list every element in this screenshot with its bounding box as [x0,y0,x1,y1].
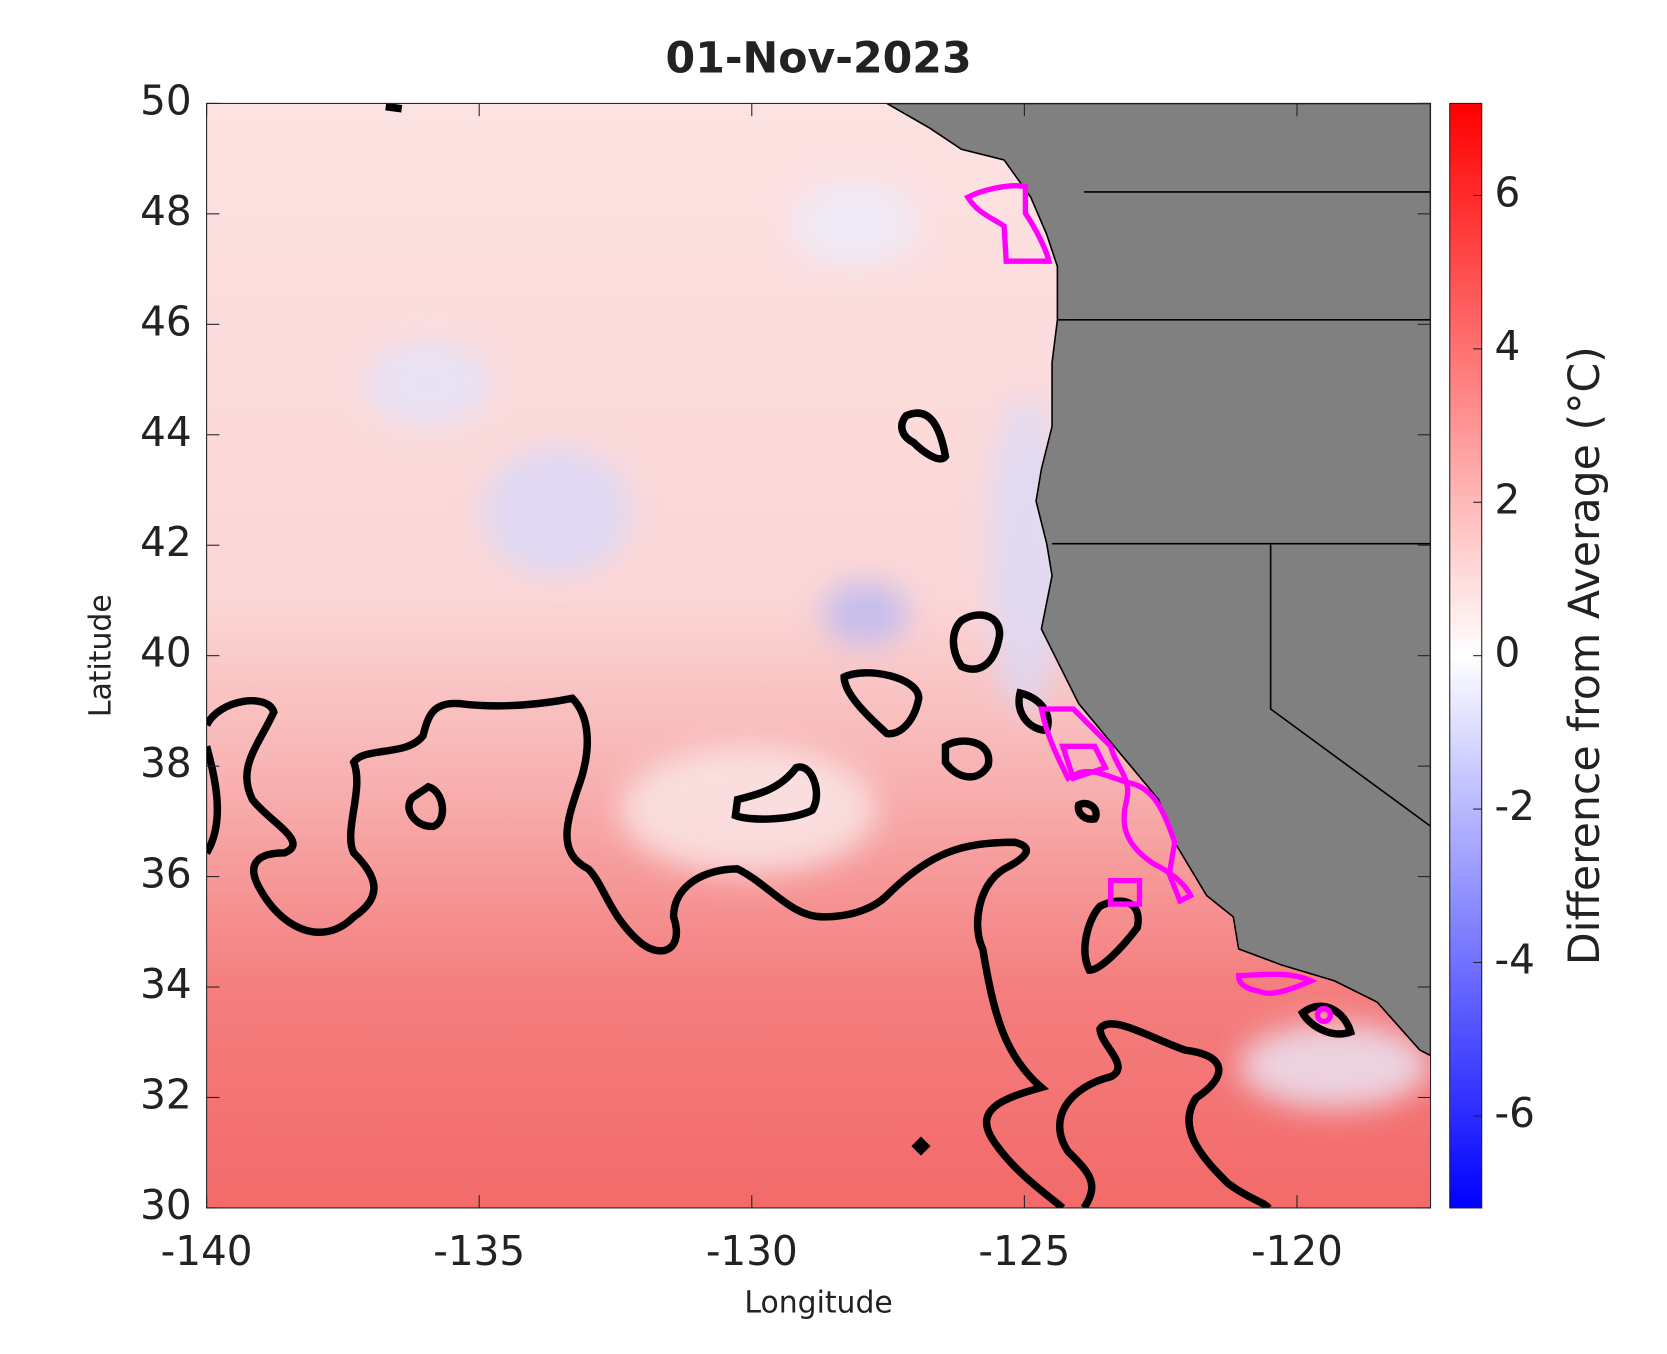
contours [206,103,1356,1208]
land [885,103,1431,1057]
title: 01-Nov-2023 [666,33,972,83]
colorbar-tick-label: -4 [1495,935,1535,983]
y-axis-label: Latitude [84,594,119,717]
y-tick-label: 46 [140,297,192,345]
y-tick-label: 44 [140,408,192,456]
y-tick-label: 30 [140,1181,192,1229]
y-tick-label: 48 [140,187,192,235]
y-tick-label: 40 [140,629,192,677]
y-tick-label: 50 [140,76,192,124]
colorbar-tick-label: 4 [1495,322,1521,370]
colorbar-tick-label: -2 [1495,782,1535,830]
y-tick-label: 34 [140,960,192,1008]
colorbar-label: Difference from Average (°C) [1560,346,1610,965]
colorbar-tick-label: 0 [1495,629,1521,677]
y-tick-label: 38 [140,739,192,787]
colorbar-tick-label: 6 [1495,168,1521,216]
colorbar-tick-label: -6 [1495,1089,1535,1137]
sanctuaries [964,183,1333,1025]
x-tick-label: -130 [706,1227,798,1275]
colorbar-tick-label: 2 [1495,475,1521,523]
x-axis-label: Longitude [744,1285,892,1320]
x-tick-label: -125 [978,1227,1070,1275]
x-tick-label: -120 [1251,1227,1343,1275]
y-tick-label: 42 [140,518,192,566]
x-tick-label: -140 [161,1227,253,1275]
y-tick-label: 36 [140,850,192,898]
x-tick-label: -135 [433,1227,525,1275]
y-tick-label: 32 [140,1070,192,1118]
